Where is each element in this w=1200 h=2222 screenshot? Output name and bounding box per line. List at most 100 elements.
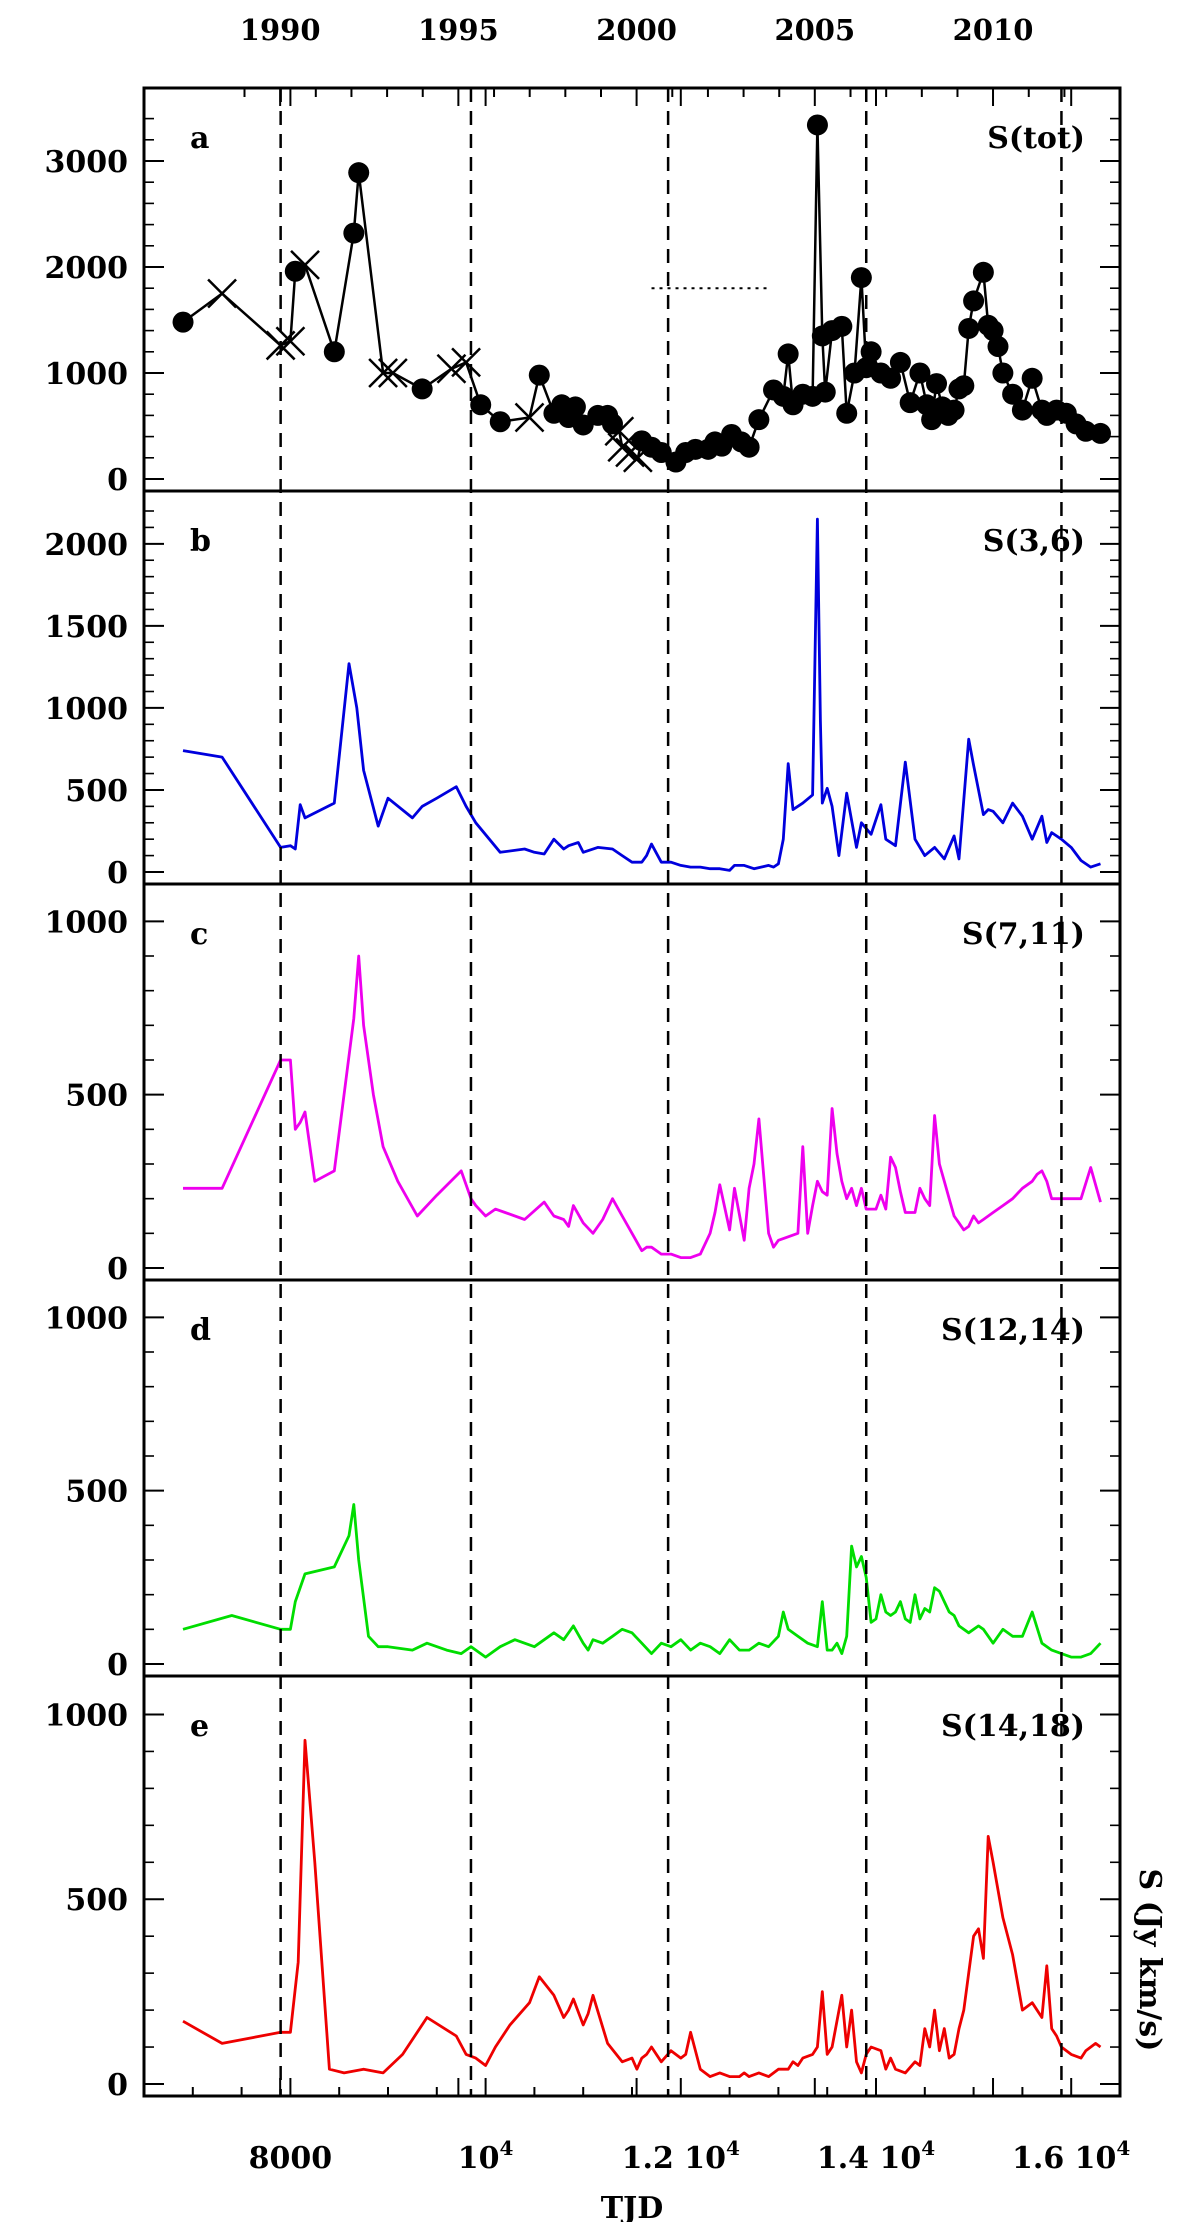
axis-labels: 1990 1995 2000 2005 2010 8000 104 1.2 104 1.4 10… <box>45 13 1131 2176</box>
y-tick-label: 0 <box>107 856 128 891</box>
y-axis-title: S (Jy km/s) <box>1132 1869 1167 2052</box>
y-tick-label: 1000 <box>45 692 129 727</box>
y-tick-label: 1500 <box>45 610 129 645</box>
data-point-cross <box>436 353 467 384</box>
data-point <box>348 162 370 184</box>
panel-letter: b <box>190 524 211 559</box>
y-tick-label: 2000 <box>45 251 129 286</box>
cross-stroke <box>290 249 320 280</box>
data-point-cross <box>607 432 638 463</box>
data-point <box>992 362 1014 384</box>
data-point <box>284 260 306 282</box>
panel-title: S(tot) <box>987 121 1085 156</box>
data-point-cross <box>377 358 408 388</box>
x-axis-title: TJD <box>601 2191 664 2222</box>
data-point <box>963 290 985 312</box>
y-tick-label: 0 <box>107 1648 128 1683</box>
data-point <box>748 409 770 431</box>
axis-ticks <box>144 88 1121 2096</box>
panel-title: S(14,18) <box>941 1709 1085 1744</box>
data-point <box>806 114 828 136</box>
cross-stroke <box>604 416 635 447</box>
y-tick-label: 1000 <box>45 357 129 392</box>
y-tick-label: 1000 <box>45 905 129 940</box>
cross-stroke <box>368 358 399 388</box>
data-point <box>528 364 550 386</box>
panel-title: S(3,6) <box>983 524 1085 559</box>
cross-stroke <box>514 402 545 433</box>
top-tick-label: 2010 <box>953 13 1034 47</box>
top-tick-label: 1995 <box>418 13 499 47</box>
top-tick-label: 1990 <box>240 13 321 47</box>
data-point <box>323 341 345 363</box>
y-tick-label: 0 <box>107 1252 128 1287</box>
panel-letter: a <box>190 121 209 156</box>
y-tick-label: 500 <box>65 774 128 809</box>
y-tick-label: 1000 <box>45 1301 129 1336</box>
y-tick-label: 500 <box>65 1079 128 1114</box>
y-tick-label: 2000 <box>45 528 129 563</box>
series-line-e <box>182 1738 1102 2079</box>
cross-stroke <box>436 353 467 384</box>
cross-stroke <box>377 358 408 388</box>
y-tick-label: 0 <box>107 2068 128 2103</box>
data-point <box>343 222 365 244</box>
series-line-c <box>183 954 1102 1259</box>
data-point <box>1002 383 1024 405</box>
data-point <box>958 317 980 339</box>
reference-lines <box>279 88 1063 2096</box>
panel-title: S(12,14) <box>941 1313 1085 1348</box>
data-point <box>831 315 853 337</box>
data-point <box>1021 367 1043 389</box>
series-line-b <box>182 517 1101 872</box>
data-point <box>982 320 1004 342</box>
data-point <box>987 336 1009 357</box>
y-tick-label: 1000 <box>45 1698 129 1733</box>
panel-letter: e <box>190 1709 209 1744</box>
data-point <box>889 351 911 373</box>
data-point <box>1011 399 1033 421</box>
y-tick-label: 3000 <box>45 145 129 180</box>
data-point <box>1089 422 1111 444</box>
data-point <box>899 392 921 414</box>
data-point <box>926 373 948 395</box>
bottom-tick-label: 1.2 104 <box>622 2136 740 2176</box>
data-point <box>411 378 433 400</box>
top-tick-label: 2005 <box>774 13 855 47</box>
data-point <box>860 341 882 363</box>
y-tick-label: 500 <box>65 1475 128 1510</box>
bottom-tick-label: 8000 <box>249 2141 333 2176</box>
panel-title: S(7,11) <box>962 917 1085 952</box>
data-point <box>564 396 586 418</box>
bottom-tick-label: 104 <box>458 2136 514 2176</box>
series-line-d <box>182 1503 1102 1659</box>
data-point-cross <box>368 358 399 388</box>
chart-marks <box>172 114 1111 2079</box>
bottom-tick-label: 1.4 104 <box>817 2136 935 2176</box>
data-point <box>777 343 799 365</box>
data-point <box>943 399 965 421</box>
bottom-tick-label: 1.6 104 <box>1012 2136 1130 2176</box>
data-point-cross <box>514 402 545 433</box>
data-point <box>972 261 994 283</box>
data-point <box>880 367 902 389</box>
y-tick-label: 500 <box>65 1883 128 1918</box>
data-point-cross <box>451 347 481 378</box>
data-point-cross <box>207 278 237 309</box>
data-point <box>909 362 931 384</box>
data-point <box>836 402 858 424</box>
data-point <box>172 311 194 333</box>
cross-stroke <box>451 347 481 378</box>
data-point <box>470 394 492 416</box>
data-point <box>489 411 511 433</box>
data-point <box>814 381 836 403</box>
panel-letter: c <box>190 917 208 952</box>
cross-stroke <box>207 278 237 309</box>
y-tick-label: 0 <box>107 463 128 498</box>
panel-frames <box>142 86 1122 2098</box>
data-point-cross <box>290 249 320 280</box>
data-point <box>738 436 760 458</box>
panel-letter: d <box>190 1313 211 1348</box>
top-tick-label: 2000 <box>596 13 677 47</box>
